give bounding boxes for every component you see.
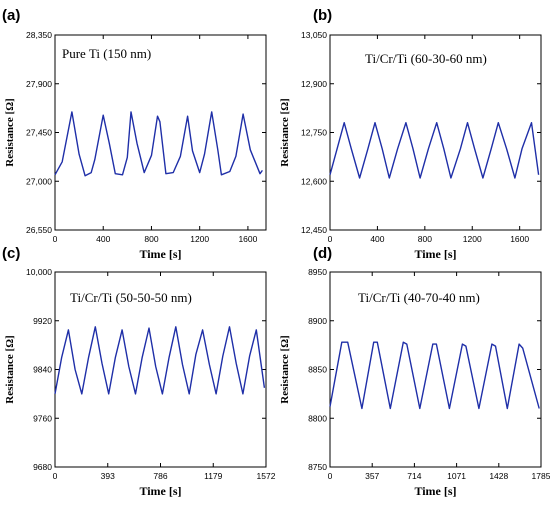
y-axis-label: Resistance [Ω]	[279, 335, 291, 403]
x-axis-label: Time [s]	[414, 484, 456, 498]
panel-letter: (d)	[313, 245, 332, 262]
x-tick-label: 400	[96, 234, 110, 244]
panel-title: Ti/Cr/Ti (40-70-40 nm)	[358, 290, 480, 305]
y-tick-label: 9920	[33, 316, 52, 326]
resistance-series-line	[329, 121, 540, 179]
y-tick-label: 9760	[33, 413, 52, 423]
x-tick-label: 1600	[510, 234, 529, 244]
panel-letter: (c)	[2, 245, 20, 262]
y-tick-label: 26,550	[26, 225, 52, 235]
y-axis-label: Resistance [Ω]	[4, 335, 16, 403]
x-tick-label: 800	[144, 234, 158, 244]
y-tick-label: 10,000	[26, 267, 52, 277]
y-tick-label: 8850	[308, 365, 327, 375]
y-tick-label: 8900	[308, 316, 327, 326]
x-tick-label: 0	[328, 234, 333, 244]
resistance-series-line	[54, 111, 263, 177]
y-tick-label: 8800	[308, 413, 327, 423]
x-tick-label: 0	[328, 471, 333, 481]
chart-panel: (d) 8750 8800 8850 8900 8950 0 357 714 1071 1428 17…	[279, 245, 550, 498]
resistance-series-line	[329, 341, 540, 410]
y-tick-label: 9680	[33, 462, 52, 472]
x-tick-label: 1071	[447, 471, 466, 481]
y-tick-label: 8750	[308, 462, 327, 472]
x-tick-label: 0	[53, 234, 58, 244]
y-tick-label: 12,750	[301, 128, 327, 138]
y-tick-label: 27,450	[26, 128, 52, 138]
x-axis-label: Time [s]	[139, 247, 181, 261]
y-tick-label: 12,900	[301, 79, 327, 89]
x-tick-label: 1785	[532, 471, 550, 481]
y-tick-label: 13,050	[301, 30, 327, 40]
resistance-series-line	[54, 326, 266, 395]
x-tick-label: 800	[418, 234, 432, 244]
panel-title: Ti/Cr/Ti (60-30-60 nm)	[365, 51, 487, 66]
y-axis-label: Resistance [Ω]	[279, 98, 291, 166]
x-tick-label: 1179	[204, 471, 223, 481]
x-tick-label: 357	[365, 471, 379, 481]
x-tick-label: 400	[370, 234, 384, 244]
x-tick-label: 1200	[190, 234, 209, 244]
x-tick-label: 1200	[463, 234, 482, 244]
x-tick-label: 0	[53, 471, 58, 481]
x-tick-label: 1428	[489, 471, 508, 481]
x-tick-label: 786	[153, 471, 167, 481]
panel-letter: (a)	[2, 7, 20, 24]
y-tick-label: 12,600	[301, 176, 327, 186]
x-axis-label: Time [s]	[414, 247, 456, 261]
y-axis-label: Resistance [Ω]	[4, 98, 16, 166]
y-tick-label: 27,900	[26, 79, 52, 89]
y-tick-label: 28,350	[26, 30, 52, 40]
chart-panel: (b) 12,450 12,600 12,750 12,900 13,050 0 400 800…	[279, 7, 542, 261]
y-tick-label: 8950	[308, 267, 327, 277]
panel-title: Ti/Cr/Ti (50-50-50 nm)	[70, 290, 192, 305]
y-tick-label: 27,000	[26, 176, 52, 186]
chart-panel: (c) 9680 9760 9840 9920 10,000 0 393 786 1179 1572…	[2, 245, 276, 498]
x-tick-label: 1600	[238, 234, 257, 244]
panel-letter: (b)	[313, 7, 332, 24]
x-tick-label: 714	[407, 471, 421, 481]
x-tick-label: 393	[101, 471, 115, 481]
x-axis-label: Time [s]	[139, 484, 181, 498]
y-tick-label: 12,450	[301, 225, 327, 235]
panel-title: Pure Ti (150 nm)	[62, 46, 151, 61]
chart-panel: (a) 26,550 27,000 27,450 27,900 28,350 0 400 800…	[2, 7, 267, 261]
y-tick-label: 9840	[33, 365, 52, 375]
x-tick-label: 1572	[257, 471, 276, 481]
